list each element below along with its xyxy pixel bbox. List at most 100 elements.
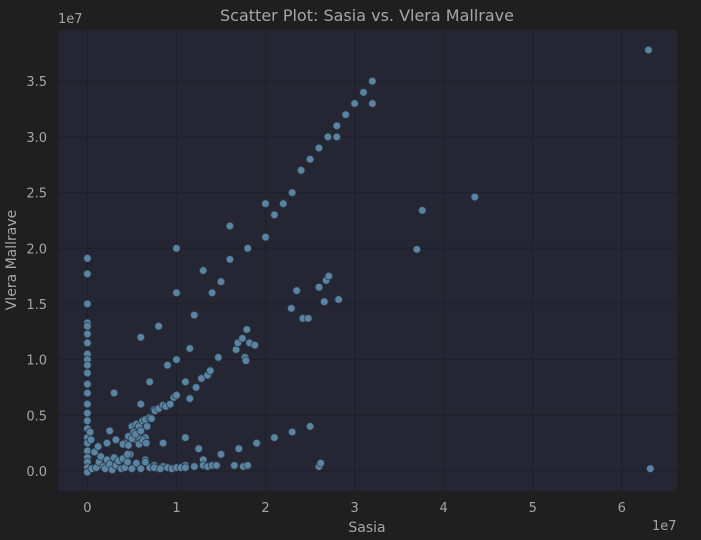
scatter-point [241,356,251,365]
scatter-point [102,438,112,448]
scatter-point [212,461,221,470]
scatter-point [270,210,279,219]
scatter-point [644,45,653,55]
x-axis-label: Sasia [348,520,385,536]
scatter-point [127,464,137,473]
scatter-point [142,422,152,431]
scatter-point [288,427,297,437]
scatter-point [85,427,95,437]
x-tick-label: 2 [261,501,269,516]
scatter-point [83,388,92,398]
scatter-point [190,462,199,471]
scatter-point [190,310,199,320]
scatter-point [314,143,324,153]
scatter-point [165,399,175,409]
scatter-point [172,288,181,297]
x-tick-label: 1 [172,501,180,516]
scatter-point [136,333,145,342]
x-tick-label: 3 [350,501,358,516]
scatter-point [156,464,165,473]
scatter-point [83,329,92,339]
scatter-point [225,221,235,231]
scatter-point [250,340,259,350]
scatter-point [323,132,333,142]
scatter-point [83,379,92,389]
x-tick-label: 5 [529,501,537,516]
scatter-point [172,391,181,400]
plot-area [58,30,677,491]
scatter-point [181,377,190,387]
scatter-point [147,414,156,423]
scatter-point [314,283,324,292]
scatter-point [206,366,215,375]
y-axis-label: Vlera Mallrave [4,210,20,311]
y-tick-label: 0.5 [26,409,47,424]
scatter-point [83,254,92,263]
scatter-point [216,450,226,459]
scatter-point [172,355,181,364]
scatter-point [194,444,203,453]
scatter-point [145,377,154,387]
y-tick-label: 1.5 [26,298,47,313]
scatter-point [83,399,92,409]
scatter-point [83,322,92,331]
y-tick-label: 1.0 [26,354,47,369]
scatter-point [261,232,270,242]
scatter-point [292,286,301,295]
scatter-point [163,361,172,370]
scatter-point [418,206,427,215]
scatter-point [334,295,343,304]
scatter-point [646,464,655,473]
scatter-point [191,383,201,392]
scatter-point [198,266,208,275]
scatter-point [368,99,377,108]
scatter-point [305,154,315,164]
scatter-point [141,438,151,448]
scatter-point [243,461,252,470]
scatter-point [305,422,315,431]
scatter-point [287,304,296,313]
y-tick-label: 2.5 [26,187,47,202]
scatter-point [234,444,243,453]
scatter-point [216,277,226,286]
scatter-point [252,438,261,448]
x-tick-label: 0 [83,501,91,516]
scatter-point [207,288,217,297]
x-tick-label: 4 [440,501,448,516]
scatter-point [324,271,333,281]
scatter-point [341,110,350,119]
scatter-point [470,192,479,202]
scatter-point [154,322,163,331]
scatter-point [185,394,194,403]
scatter-point [124,441,133,450]
y-tick-label: 0.0 [26,465,47,480]
x-axis-multiplier: 1e7 [652,519,677,534]
scatter-point [304,314,313,323]
scatter-point [181,463,190,472]
scatter-point [109,388,119,398]
scatter-point [136,426,145,436]
scatter-point [270,433,279,442]
scatter-point [181,433,190,442]
y-tick-label: 3.0 [26,131,47,146]
scatter-point [83,361,92,370]
scatter-point [332,132,341,142]
scatter-point [185,344,194,353]
scatter-point [172,244,181,253]
scatter-point [412,245,422,254]
scatter-point [111,435,121,444]
scatter-point [83,408,92,418]
scatter-point [158,438,168,448]
scatter-point [316,459,325,468]
scatter-point [86,435,96,444]
y-tick-label: 3.5 [26,75,47,90]
scatter-point [83,299,92,309]
scatter-point [368,76,377,86]
scatter-point [83,416,92,425]
plot-background [58,30,677,491]
x-tick-label: 6 [618,501,626,516]
scatter-point [279,199,288,208]
scatter-point [136,464,145,473]
scatter-point [288,188,297,197]
